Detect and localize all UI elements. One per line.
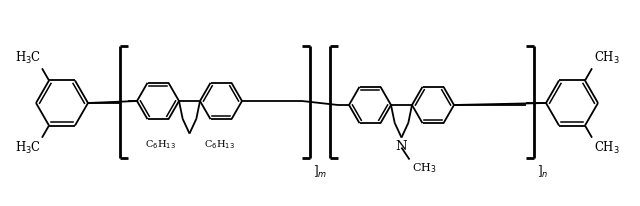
Text: CH$_3$: CH$_3$ xyxy=(594,140,620,156)
Text: ]$_n$: ]$_n$ xyxy=(537,164,548,180)
Text: CH$_3$: CH$_3$ xyxy=(412,162,436,175)
Text: C$_6$H$_{13}$: C$_6$H$_{13}$ xyxy=(145,139,175,151)
Text: H$_3$C: H$_3$C xyxy=(15,140,41,156)
Text: CH$_3$: CH$_3$ xyxy=(594,50,620,66)
Text: ]$_m$: ]$_m$ xyxy=(313,164,327,180)
Text: H$_3$C: H$_3$C xyxy=(15,50,41,66)
Text: N: N xyxy=(396,139,407,153)
Text: C$_6$H$_{13}$: C$_6$H$_{13}$ xyxy=(204,139,234,151)
